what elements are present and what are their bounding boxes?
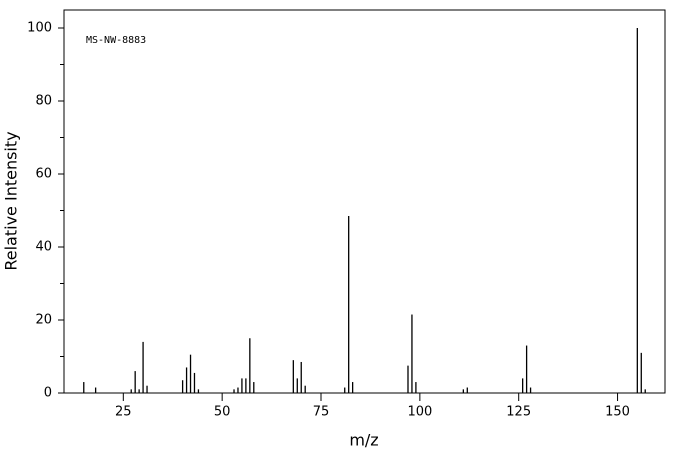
annotation: MS-NW-8883 (86, 35, 146, 46)
y-tick-label: 0 (44, 386, 52, 401)
plot-frame (63, 9, 666, 394)
x-tick-label: 25 (115, 405, 132, 420)
x-tick-label: 125 (506, 405, 531, 420)
x-axis-label: m/z (349, 431, 378, 450)
y-tick-label: 40 (35, 240, 52, 255)
y-tick-label: 80 (35, 94, 52, 109)
y-tick-label: 20 (35, 313, 52, 328)
y-tick-label: 60 (35, 167, 52, 182)
x-tick-label: 150 (605, 405, 630, 420)
x-tick-label: 50 (214, 405, 231, 420)
y-tick-label: 100 (27, 21, 52, 36)
y-axis-label: Relative Intensity (2, 131, 21, 270)
x-tick-label: 100 (407, 405, 432, 420)
x-tick-label: 75 (313, 405, 330, 420)
